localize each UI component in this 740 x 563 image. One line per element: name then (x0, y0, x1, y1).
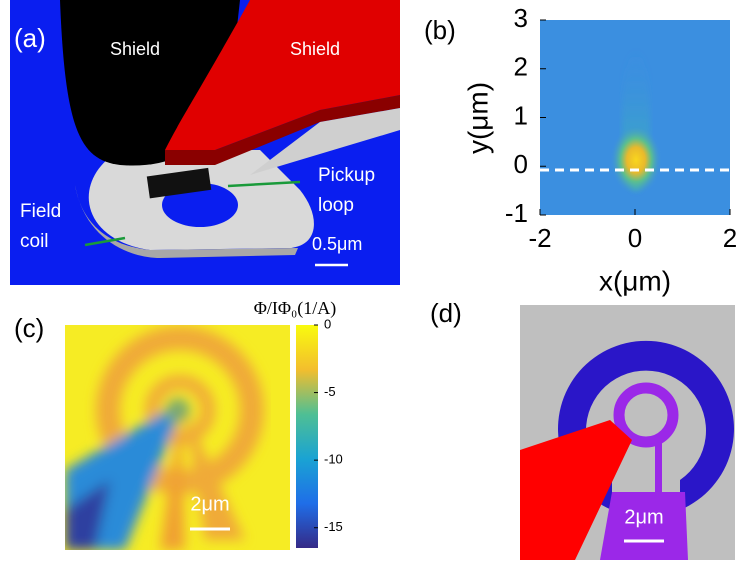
panel-label: (a) (14, 23, 46, 53)
panel-a: (a) Shield Shield Pickup loop Field coil… (10, 0, 400, 285)
scale-label: 2μm (624, 506, 663, 528)
heatmap (65, 325, 290, 550)
colorbar-tick-label: -15 (324, 519, 343, 534)
y-axis-label: y(μm) (462, 82, 493, 154)
figure: (a) Shield Shield Pickup loop Field coil… (0, 0, 740, 563)
y-tick-label: 2 (514, 52, 528, 82)
label: loop (318, 195, 354, 216)
y-tick-label: 1 (514, 100, 528, 130)
x-tick-label: 2 (723, 223, 737, 253)
heatmap-peak (610, 124, 662, 196)
panel-label: (d) (430, 298, 462, 328)
x-axis-label: x(μm) (599, 265, 671, 296)
x-tick-label: -2 (528, 223, 551, 253)
panel-b: (b) x(μm) y(μm) -2 0 2 -1 0 1 2 3 (424, 3, 737, 297)
panel-label: (c) (14, 313, 44, 343)
label: Shield (110, 39, 160, 59)
scale-label: 0.5μm (312, 234, 362, 254)
panel-label: (b) (424, 15, 456, 45)
colorbar-tick-label: -5 (324, 384, 336, 399)
lead (655, 438, 662, 495)
label: Shield (290, 39, 340, 59)
panel-d: (d) 2μm (430, 298, 735, 560)
label: coil (20, 231, 49, 252)
y-tick-label: 3 (514, 3, 528, 33)
label: Field (20, 201, 61, 222)
scale-label: 2μm (190, 493, 229, 515)
y-tick-label: 0 (514, 149, 528, 179)
colorbar (296, 325, 318, 548)
label: Pickup (318, 165, 375, 186)
panel-c: (c) Φ/IΦ₀(1/A) 2μm 0-5-10-15 (14, 298, 343, 550)
colorbar-tick-label: 0 (324, 316, 331, 331)
colorbar-tick-label: -10 (324, 452, 343, 467)
y-tick-label: -1 (505, 198, 528, 228)
x-tick-label: 0 (628, 223, 642, 253)
